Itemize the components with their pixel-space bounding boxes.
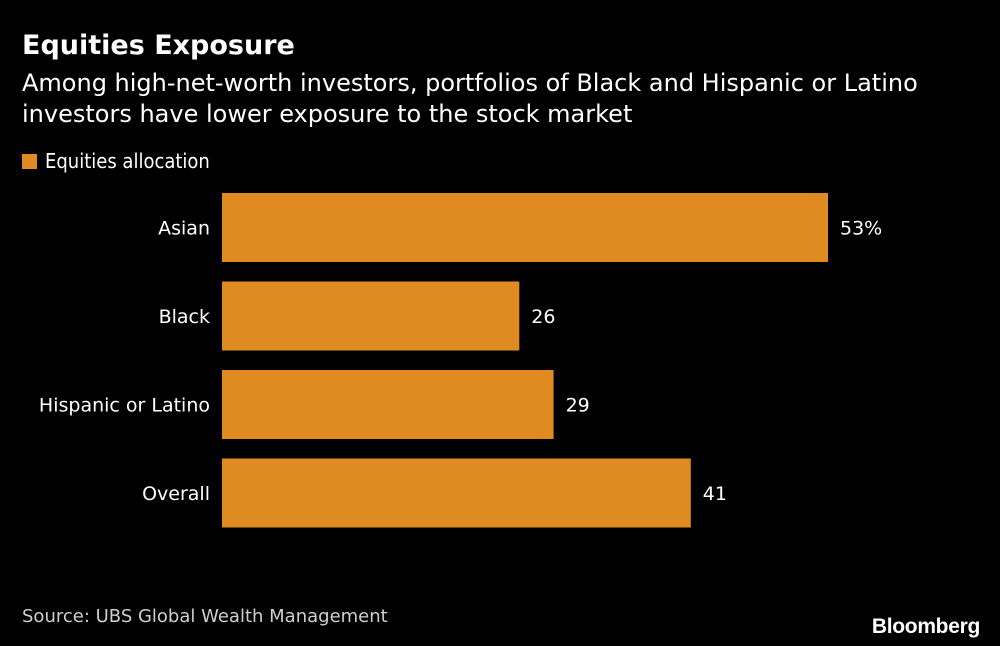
- bloomberg-logo: Bloomberg: [871, 615, 980, 638]
- value-label: 29: [566, 395, 590, 417]
- category-label: Overall: [142, 483, 210, 505]
- category-label: Hispanic or Latino: [39, 395, 210, 417]
- legend-swatch: [22, 153, 37, 169]
- chart-subtitle: Among high-net-worth investors, portfoli…: [22, 69, 918, 128]
- legend-label: Equities allocation: [45, 149, 210, 173]
- legend: Equities allocation: [22, 149, 210, 173]
- source-note: Source: UBS Global Wealth Management: [22, 606, 388, 627]
- chart-title: Equities Exposure: [22, 30, 295, 61]
- value-label: 26: [531, 306, 555, 328]
- bar-asian: [222, 193, 828, 262]
- bar-black: [222, 281, 520, 351]
- value-label: 41: [703, 483, 727, 505]
- value-label: 53%: [840, 218, 882, 240]
- category-label: Asian: [158, 218, 210, 240]
- category-label: Black: [159, 306, 210, 328]
- bar-overall: [222, 458, 691, 528]
- bar-hispanic-or-latino: [222, 370, 554, 439]
